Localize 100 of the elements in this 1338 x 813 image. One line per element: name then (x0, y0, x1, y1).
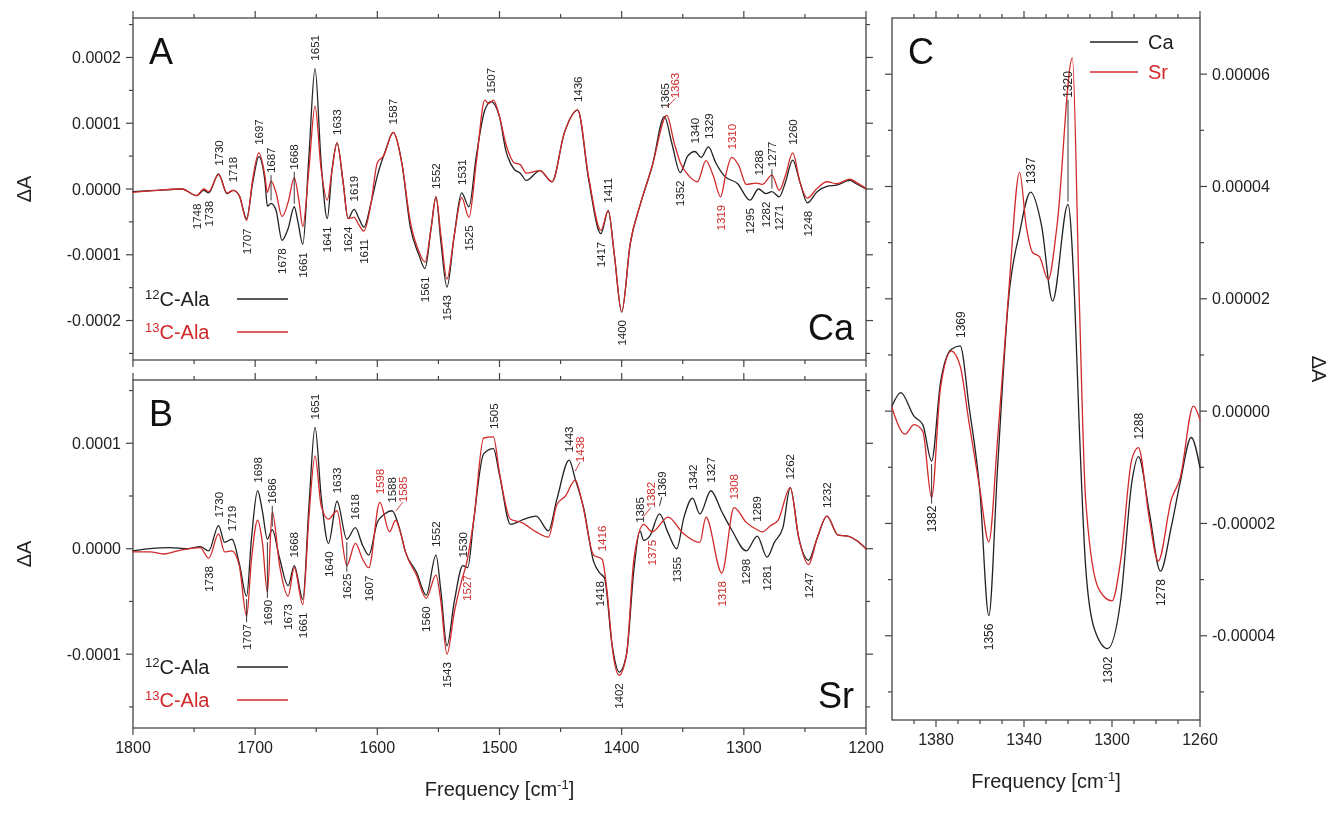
annotation: 1718 (227, 156, 240, 183)
annotation: 1375 (646, 539, 659, 566)
annotation: 1310 (725, 123, 738, 150)
annotation: 1686 (266, 478, 279, 504)
y-tick-label: 0.00006 (1212, 65, 1270, 83)
annotation: 1507 (485, 67, 498, 94)
annotation: 1624 (342, 226, 355, 253)
annotation: 1327 (704, 457, 717, 483)
annotation: 1302 (1100, 656, 1115, 684)
annotation: 1318 (715, 580, 728, 607)
annotation: 1340 (689, 117, 702, 144)
x-axis-title: Frequency [cm$^{-1}$] (971, 768, 1121, 792)
annotation: Sr (818, 675, 855, 716)
annotation: 1319 (714, 204, 727, 231)
annotation: 1342 (686, 464, 699, 491)
annotation: 1668 (288, 144, 301, 170)
annotation: 1618 (349, 494, 362, 520)
annotation: 1369 (655, 471, 668, 497)
annotation: 1385 (634, 497, 647, 523)
annotation: 1356 (982, 623, 997, 651)
annotation: 1651 (309, 35, 322, 61)
annotation: 1369 (953, 310, 968, 338)
annotation: 1443 (563, 426, 576, 453)
annotation: 1587 (387, 98, 400, 125)
x-axis-title: Frequency [cm$^{-1}$] (424, 776, 575, 800)
annotation: 1289 (751, 496, 764, 522)
x-tick-label: 1300 (1094, 731, 1130, 748)
annotation: 1673 (282, 604, 295, 630)
y-tick-label: 0.0002 (72, 49, 122, 67)
annotation: 1641 (321, 226, 334, 253)
legend-label: Ca (1148, 31, 1175, 53)
annotation: 1607 (362, 575, 375, 602)
annotation: 1698 (251, 457, 264, 483)
y-tick-label: 0.0000 (72, 540, 122, 558)
annotation: 1337 (1023, 157, 1038, 185)
legend-label: Sr (1148, 61, 1169, 83)
annotation: 1416 (596, 525, 609, 552)
annotation: 1308 (728, 474, 741, 500)
annotation: 1355 (670, 556, 683, 583)
annotation: 1707 (240, 228, 253, 255)
annotation: 1531 (455, 159, 468, 185)
annotation: 1730 (212, 140, 225, 166)
annotation: 1588 (386, 477, 399, 503)
annotation: 1281 (761, 565, 774, 591)
annotation: 1552 (430, 163, 443, 189)
annotation: 1697 (252, 119, 265, 145)
x-tick-label: 1800 (115, 739, 151, 756)
annotation: Ca (807, 307, 855, 348)
y-tick-label: 0.00000 (1212, 402, 1270, 420)
annotation: 1402 (613, 683, 626, 709)
annotation: 1260 (786, 119, 799, 145)
annotation: 1687 (265, 147, 278, 174)
annotation: 1633 (331, 109, 344, 135)
y-tick-label: -0.00004 (1212, 627, 1276, 645)
annotation: 1598 (373, 468, 386, 495)
annotation: 1382 (645, 481, 658, 508)
annotation: 1611 (358, 239, 371, 264)
annotation: 1400 (615, 319, 628, 346)
annotation: 1585 (397, 476, 410, 503)
annotation: 1527 (460, 575, 473, 601)
annotation: 1719 (226, 505, 239, 532)
annotation: 1418 (593, 580, 606, 607)
annotation: C (908, 31, 934, 72)
annotation: 1247 (802, 572, 815, 599)
annotation: B (149, 393, 174, 434)
y-tick-label: 0.00002 (1212, 290, 1270, 308)
y-tick-label: -0.0001 (66, 246, 122, 264)
x-tick-label: 1300 (726, 739, 762, 756)
y-tick-label: 0.00004 (1212, 178, 1270, 196)
legend-label: $^{13}$C-Ala (145, 319, 211, 343)
annotation: 1525 (463, 225, 476, 251)
annotation: 1619 (348, 175, 361, 202)
x-tick-label: 1200 (848, 739, 884, 756)
y-tick-label: -0.0001 (66, 645, 122, 663)
annotation: 1288 (1131, 412, 1146, 440)
x-tick-label: 1340 (1006, 731, 1042, 748)
annotation: 1232 (821, 482, 834, 509)
x-tick-label: 1400 (603, 739, 640, 756)
annotation: 1748 (190, 203, 203, 230)
legend-label: $^{12}$C-Ala (145, 286, 211, 310)
annotation: 1329 (702, 113, 715, 139)
annotation: 1730 (212, 491, 225, 518)
annotation: 1640 (322, 551, 335, 578)
x-tick-label: 1260 (1182, 731, 1218, 748)
annotation: 1382 (924, 505, 939, 533)
annotation: 1625 (340, 573, 353, 600)
y-tick-label: -0.00002 (1212, 515, 1276, 533)
annotation: 1561 (419, 276, 432, 303)
y-tick-label: 0.0001 (72, 114, 122, 132)
annotation: 1552 (430, 521, 443, 548)
annotation: 1678 (276, 248, 289, 274)
annotation: 1436 (571, 76, 584, 103)
y-axis-title: ΔA (13, 174, 35, 203)
x-tick-label: 1380 (918, 731, 954, 748)
annotation: 1707 (240, 624, 253, 650)
x-tick-label: 1500 (481, 739, 518, 756)
y-tick-label: 0.0000 (72, 180, 122, 198)
annotation: 1282 (759, 201, 772, 228)
annotation: 1530 (456, 532, 469, 558)
y-tick-label: 0.0001 (72, 434, 122, 452)
